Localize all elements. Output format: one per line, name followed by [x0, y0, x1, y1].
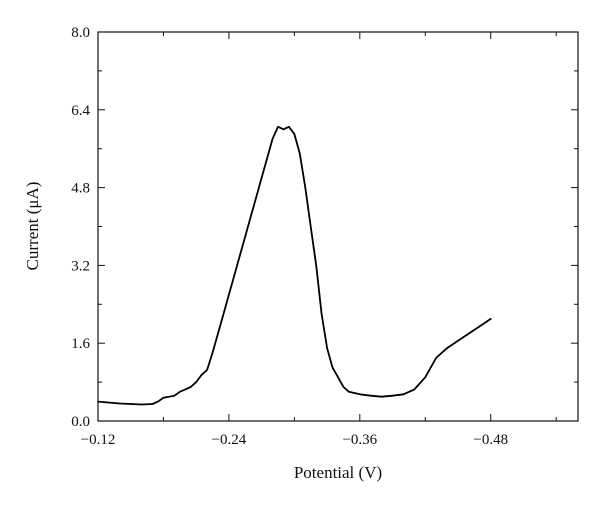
x-tick-label: −0.36 [342, 432, 377, 448]
x-tick-label: −0.24 [212, 432, 247, 448]
x-tick-label: −0.48 [473, 432, 508, 448]
series-line [97, 125, 492, 406]
tick-labels: −0.12 −0.24 −0.36 −0.48 0.0 1.6 3.2 4.8 6.4 8.0 [71, 25, 508, 448]
x-axis-title: Potential (V) [294, 463, 382, 482]
plot-frame [97, 31, 579, 422]
y-tick-label: 6.4 [71, 103, 90, 119]
y-tick-label: 4.8 [71, 181, 90, 197]
x-tick-label: −0.12 [81, 432, 116, 448]
y-tick-label: 3.2 [71, 258, 90, 274]
y-tick-label: 1.6 [71, 336, 90, 352]
ticks [97, 31, 578, 422]
y-tick-label: 8.0 [71, 25, 90, 41]
y-axis-title: Current (μA) [23, 182, 42, 271]
y-tick-label: 0.0 [71, 414, 90, 430]
